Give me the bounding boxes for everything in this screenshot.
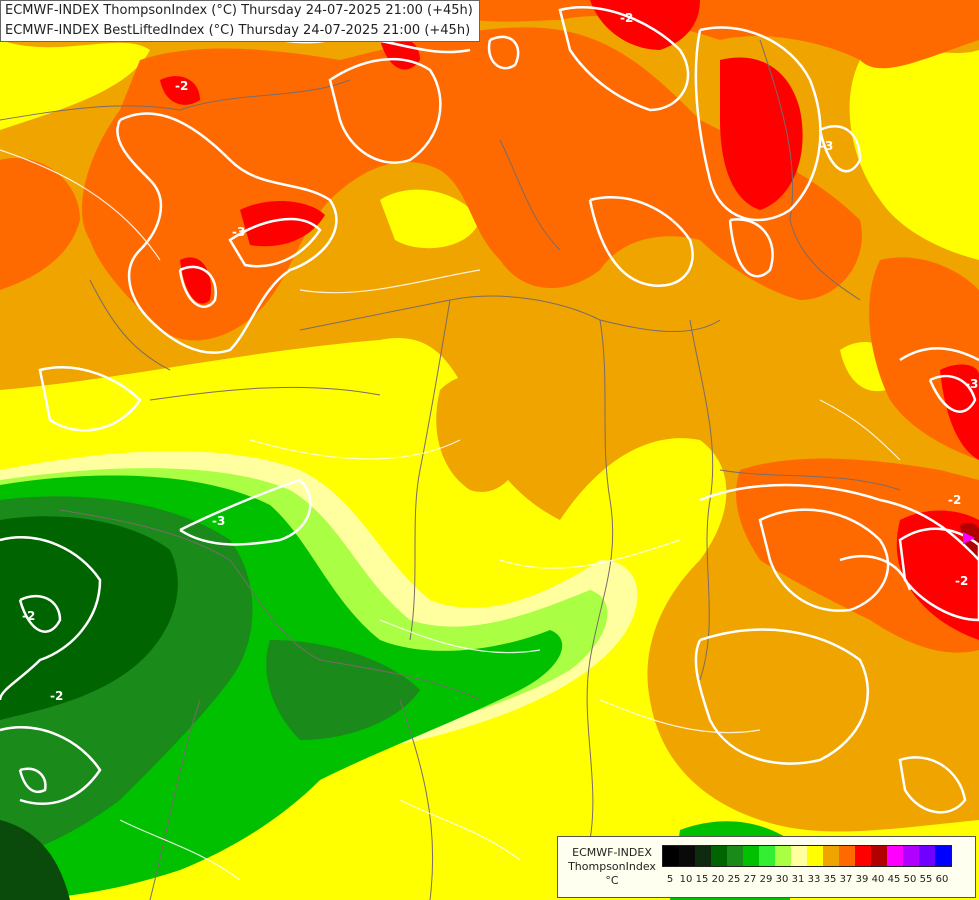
contour-label: -2: [50, 689, 63, 703]
red-region: [160, 76, 200, 105]
thompson-index-title: ECMWF-INDEX ThompsonIndex (°C) Thursday …: [5, 3, 473, 18]
contour-label: -3: [820, 139, 833, 153]
legend-swatch: [807, 846, 823, 866]
yellow-region: [849, 50, 979, 260]
legend-tick-label: 45: [887, 874, 901, 885]
contour-labels: -2 -3 -2 -3 -3 -2 -2 -3 -2 -2: [22, 11, 978, 703]
legend-tick-label: 55: [919, 874, 933, 885]
dark-orange-region: [420, 0, 979, 69]
legend-tick-label: 30: [775, 874, 789, 885]
legend-index: ThompsonIndex: [568, 860, 656, 873]
legend-tick-label: 40: [871, 874, 885, 885]
legend-tick-label: 33: [807, 874, 821, 885]
dark-red-region: [960, 522, 979, 560]
legend-swatch: [759, 846, 775, 866]
max-marker: [963, 532, 975, 544]
legend-swatch: [775, 846, 791, 866]
legend-tick-label: 29: [759, 874, 773, 885]
country-borders: [0, 39, 901, 900]
map-header: ECMWF-INDEX ThompsonIndex (°C) Thursday …: [0, 0, 480, 42]
legend-swatch: [663, 846, 679, 866]
contour-label: -3: [232, 225, 245, 239]
legend-swatch: [711, 846, 727, 866]
lifted-index-contours-thin: [0, 149, 901, 881]
legend-tick-label: 25: [727, 874, 741, 885]
legend-swatch: [887, 846, 903, 866]
legend-tick-label: 50: [903, 874, 917, 885]
dark-orange-region: [0, 158, 80, 290]
legend-swatch: [903, 846, 919, 866]
contour-label: -2: [22, 609, 35, 623]
contour-label: -2: [955, 574, 968, 588]
contour-label: -2: [175, 79, 188, 93]
red-region: [720, 57, 803, 210]
legend-swatch: [823, 846, 839, 866]
legend-swatch: [919, 846, 935, 866]
legend-tick-label: 31: [791, 874, 805, 885]
contour-label: -3: [212, 514, 225, 528]
legend-swatch: [695, 846, 711, 866]
contour-label: -3: [965, 377, 978, 391]
legend-swatch: [743, 846, 759, 866]
color-legend: ECMWF-INDEX ThompsonIndex °C 5 10 15 20 25 27…: [557, 836, 976, 898]
legend-swatch: [727, 846, 743, 866]
legend-unit: °C: [605, 874, 619, 887]
legend-swatch: [935, 846, 951, 866]
legend-tick-label: 10: [679, 874, 693, 885]
mid-green-region: [266, 640, 420, 740]
legend-ticks: 5 10 15 20 25 27 29 30 31 33 35 37 39 40 45 50 55 60: [662, 874, 950, 885]
legend-swatch: [839, 846, 855, 866]
legend-tick-label: 39: [855, 874, 869, 885]
orange-region: [436, 375, 522, 492]
legend-tick-label: 15: [695, 874, 709, 885]
legend-text: ECMWF-INDEX ThompsonIndex °C: [562, 846, 662, 888]
legend-tick-label: 35: [823, 874, 837, 885]
lifted-index-title: ECMWF-INDEX BestLiftedIndex (°C) Thursda…: [5, 23, 471, 38]
legend-swatch: [791, 846, 807, 866]
legend-tick-label: 5: [666, 874, 674, 885]
legend-tick-label: 60: [935, 874, 949, 885]
lifted-index-contours: [0, 6, 979, 814]
darkest-green-region: [0, 820, 70, 900]
legend-tick-label: 37: [839, 874, 853, 885]
legend-model: ECMWF-INDEX: [572, 846, 652, 859]
yellow-region: [0, 40, 150, 130]
contour-label: -2: [948, 493, 961, 507]
legend-tick-label: 20: [711, 874, 725, 885]
red-region: [896, 510, 979, 640]
red-region: [240, 200, 325, 247]
legend-tick-label: 27: [743, 874, 757, 885]
legend-swatch: [679, 846, 695, 866]
contour-label: -2: [620, 11, 633, 25]
yellow-region: [380, 189, 480, 249]
legend-swatch: [871, 846, 887, 866]
legend-swatches: [662, 845, 952, 867]
legend-swatch: [855, 846, 871, 866]
